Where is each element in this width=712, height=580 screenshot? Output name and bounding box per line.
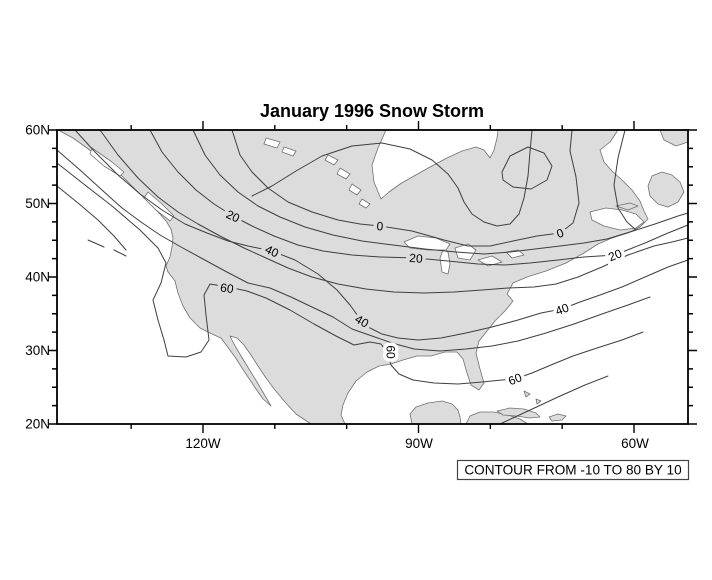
contour-label-20: 20 [606,246,624,264]
land-shape [523,390,531,398]
contour-label-20: 20 [409,251,424,266]
contour-line [251,129,533,227]
land-shape [535,398,542,405]
water-shape [143,191,175,222]
lon-label-60w: 60W [621,436,649,451]
plot-frame [56,129,689,425]
lat-label-50n: 50N [25,196,50,211]
water-shape [281,146,297,157]
lat-label-30n: 30N [25,343,50,358]
contour-line [113,249,127,257]
contour-label-0: 0 [376,219,384,233]
water-shape [403,235,451,251]
contour-line [56,149,651,352]
contour-info-text: CONTOUR FROM -10 TO 80 BY 10 [464,463,682,478]
contour-line [56,162,644,385]
land-shape [496,407,541,419]
contour-label-60: 60 [506,370,524,388]
lat-label-40n: 40N [25,270,50,285]
plot-title: January 1996 Snow Storm [260,101,484,121]
land-shape [56,129,649,425]
lon-label-120w: 120W [185,436,221,451]
land-shape [615,202,639,211]
contour-lines-layer [56,129,689,425]
water-shape [454,243,477,261]
contour-line [56,185,127,251]
contour-label-60: 60 [219,280,234,296]
y-axis-labels: 60N 50N 40N 30N 20N [25,123,50,432]
contour-line [87,239,105,248]
contour-line [231,129,580,247]
contour-label-60: 60 [384,345,398,359]
lat-label-60n: 60N [25,123,50,138]
x-axis-labels: 120W 90W 60W [185,436,649,451]
contour-info-border [456,459,690,481]
contour-line [74,129,689,341]
contour-line [499,375,609,425]
water-shape [348,183,362,196]
landmass-layer [56,129,689,425]
water-shape [324,154,339,166]
water-shape [336,167,351,180]
land-shape [409,400,462,425]
water-shape [439,249,451,275]
contour-line [501,146,553,190]
land-shape [548,413,567,422]
lon-label-90w: 90W [405,436,433,451]
contour-line [192,129,689,255]
land-shape [659,129,689,147]
water-shape [263,137,281,149]
contour-line [149,129,689,266]
contour-label-40: 40 [553,300,571,318]
water-shape [358,198,371,209]
contour-info-box: CONTOUR FROM -10 TO 80 BY 10 [456,459,690,481]
lat-label-20n: 20N [25,417,50,432]
land-shape [647,171,685,208]
contour-line [613,129,637,231]
contour-line [99,129,689,294]
axis-ticks [48,121,697,433]
plot-frame-and-ticks [48,121,697,433]
